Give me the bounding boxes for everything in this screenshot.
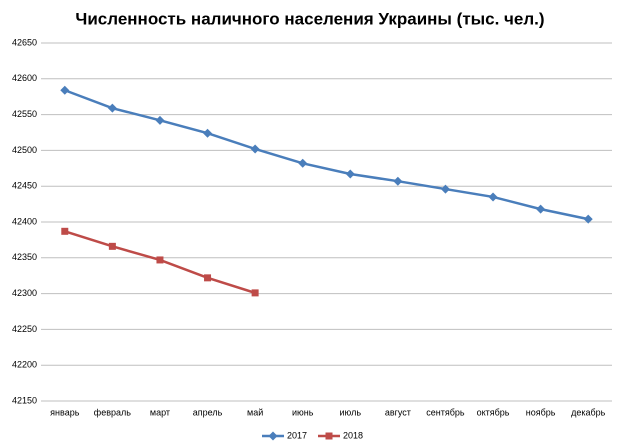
x-tick-label: сентябрь <box>426 407 465 417</box>
y-tick-label: 42400 <box>12 216 37 226</box>
y-tick-label: 42300 <box>12 288 37 298</box>
marker <box>250 144 260 154</box>
x-tick-label: декабрь <box>571 407 606 417</box>
y-tick-label: 42150 <box>12 395 37 405</box>
y-tick-label: 42200 <box>12 360 37 370</box>
y-tick-label: 42500 <box>12 145 37 155</box>
x-tick-label: июль <box>340 407 362 417</box>
marker <box>107 103 117 113</box>
x-tick-label: июнь <box>292 407 314 417</box>
y-tick-label: 42650 <box>12 37 37 47</box>
x-tick-label: март <box>150 407 170 417</box>
y-tick-label: 42350 <box>12 252 37 262</box>
marker <box>155 115 165 125</box>
chart-title: Численность наличного населения Украины … <box>75 9 544 28</box>
marker <box>393 176 403 186</box>
x-tick-label: май <box>247 407 263 417</box>
y-tick-label: 42600 <box>12 73 37 83</box>
marker <box>583 214 593 224</box>
x-tick-label: ноябрь <box>526 407 556 417</box>
marker <box>60 85 70 95</box>
marker <box>345 169 355 179</box>
marker <box>440 184 450 194</box>
marker <box>108 242 116 250</box>
marker <box>488 192 498 202</box>
marker <box>204 274 212 282</box>
y-tick-label: 42250 <box>12 324 37 334</box>
marker <box>61 227 69 235</box>
marker <box>156 256 164 264</box>
marker <box>325 432 333 440</box>
marker <box>251 289 259 297</box>
x-tick-label: апрель <box>193 407 223 417</box>
x-tick-label: январь <box>50 407 80 417</box>
marker <box>268 431 278 441</box>
x-tick-label: август <box>385 407 411 417</box>
x-tick-label: февраль <box>94 407 131 417</box>
marker <box>298 158 308 168</box>
legend-label: 2017 <box>287 430 307 440</box>
legend-label: 2018 <box>343 430 363 440</box>
marker <box>203 128 213 138</box>
y-tick-label: 42450 <box>12 181 37 191</box>
series-line <box>64 89 589 221</box>
x-tick-label: октябрь <box>477 407 510 417</box>
y-tick-label: 42550 <box>12 109 37 119</box>
marker <box>536 204 546 214</box>
